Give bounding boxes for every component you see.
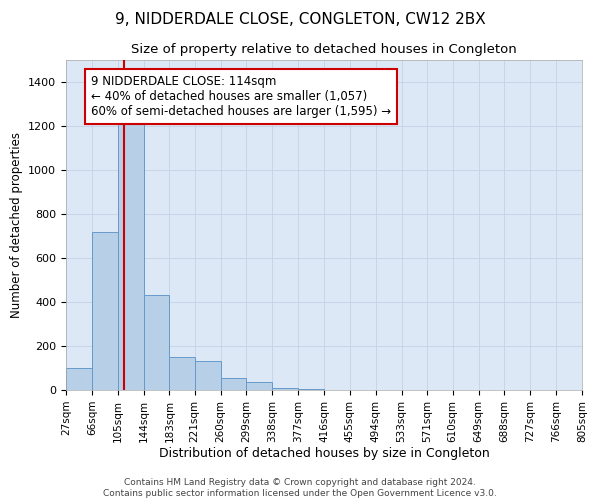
Bar xyxy=(272,388,298,390)
Bar xyxy=(92,232,118,390)
Bar xyxy=(194,362,221,390)
Text: 9 NIDDERDALE CLOSE: 114sqm
← 40% of detached houses are smaller (1,057)
60% of s: 9 NIDDERDALE CLOSE: 114sqm ← 40% of deta… xyxy=(91,76,391,118)
Y-axis label: Number of detached properties: Number of detached properties xyxy=(10,132,23,318)
Bar xyxy=(247,382,272,390)
Bar xyxy=(221,378,247,390)
Title: Size of property relative to detached houses in Congleton: Size of property relative to detached ho… xyxy=(131,43,517,56)
Text: 9, NIDDERDALE CLOSE, CONGLETON, CW12 2BX: 9, NIDDERDALE CLOSE, CONGLETON, CW12 2BX xyxy=(115,12,485,28)
Bar xyxy=(143,296,169,390)
Bar xyxy=(169,357,194,390)
Bar xyxy=(118,93,143,390)
X-axis label: Distribution of detached houses by size in Congleton: Distribution of detached houses by size … xyxy=(158,448,490,460)
Bar xyxy=(298,389,324,390)
Bar xyxy=(66,368,92,390)
Text: Contains HM Land Registry data © Crown copyright and database right 2024.
Contai: Contains HM Land Registry data © Crown c… xyxy=(103,478,497,498)
